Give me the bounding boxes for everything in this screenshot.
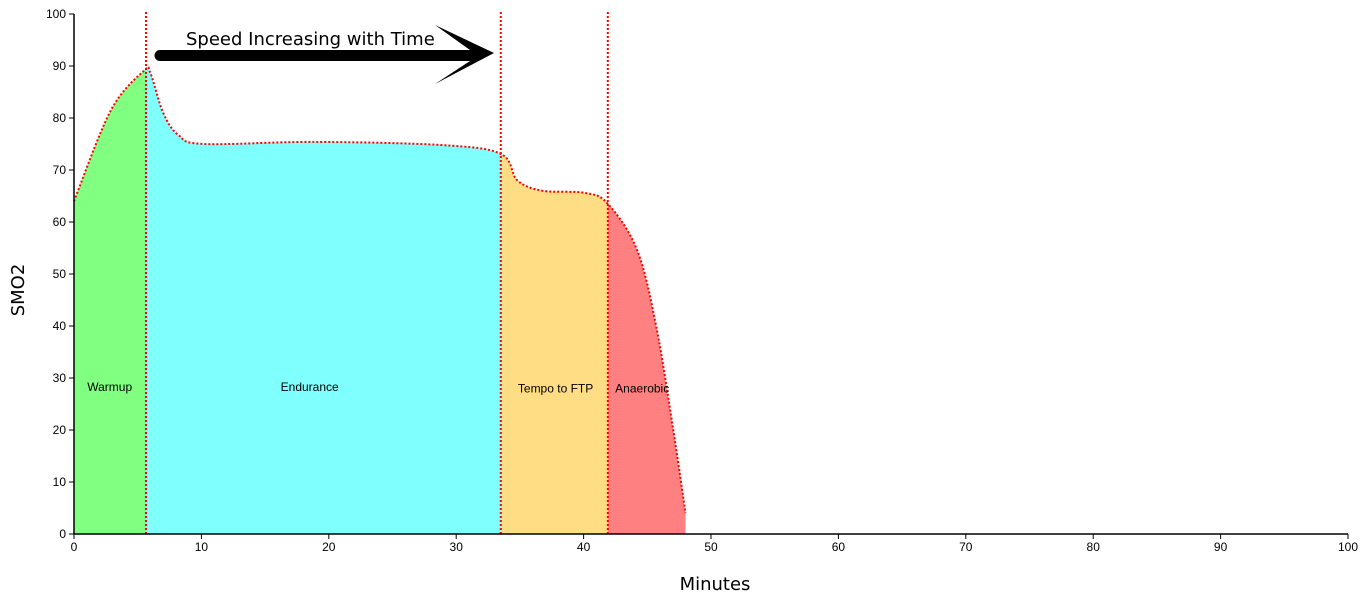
zone-area-anaerobic (607, 203, 686, 534)
y-tick-label: 40 (53, 319, 67, 333)
arrow-icon (154, 25, 494, 84)
smo2-line (73, 65, 687, 514)
zone-area-tempo-to-ftp (500, 153, 608, 534)
x-tick-label: 80 (1087, 540, 1101, 554)
y-tick-label: 30 (53, 371, 67, 385)
x-tick-label: 20 (322, 540, 336, 554)
zone-area-endurance (145, 66, 501, 534)
zone-area-warmup (74, 68, 146, 534)
y-tick-label: 100 (46, 7, 66, 21)
zone-label: Anaerobic (615, 382, 669, 396)
x-tick-label: 70 (959, 540, 973, 554)
x-tick-label: 60 (832, 540, 846, 554)
annotation-text: Speed Increasing with Time (186, 29, 435, 50)
zone-label: Tempo to FTP (518, 382, 593, 396)
x-tick-label: 90 (1214, 540, 1228, 554)
y-axis-label: SMO2 (8, 264, 29, 317)
x-tick-label: 0 (71, 540, 78, 554)
y-tick-label: 90 (53, 59, 67, 73)
y-tick-label: 70 (53, 163, 67, 177)
zone-label: Endurance (281, 380, 339, 394)
y-tick-label: 0 (59, 527, 66, 541)
speed-annotation: Speed Increasing with Time (154, 25, 494, 84)
zone-label: Warmup (87, 380, 132, 394)
y-tick-label: 20 (53, 423, 67, 437)
x-axis-label: Minutes (680, 574, 751, 595)
y-tick-label: 50 (53, 267, 67, 281)
x-tick-label: 10 (195, 540, 209, 554)
x-tick-label: 30 (450, 540, 464, 554)
y-tick-label: 10 (53, 475, 67, 489)
y-tick-label: 60 (53, 215, 67, 229)
x-tick-label: 40 (577, 540, 591, 554)
x-tick-label: 100 (1338, 540, 1358, 554)
x-tick-label: 50 (704, 540, 718, 554)
y-tick-label: 80 (53, 111, 67, 125)
